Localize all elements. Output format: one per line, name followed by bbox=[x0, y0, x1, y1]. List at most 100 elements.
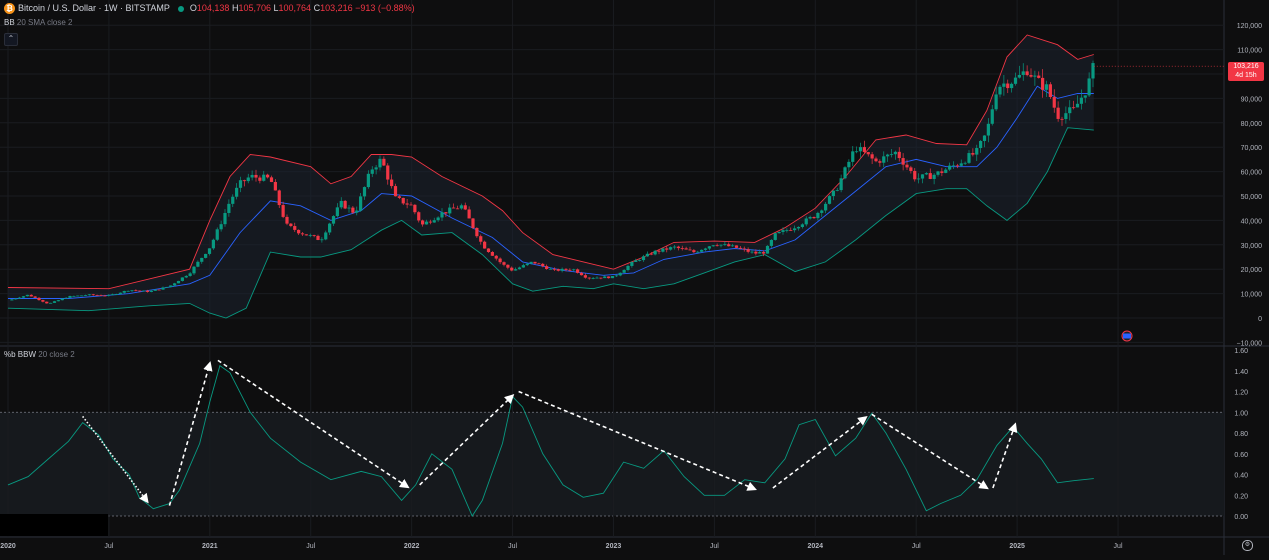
candle-body bbox=[541, 263, 545, 267]
candle-body bbox=[928, 173, 932, 179]
candle-body bbox=[626, 265, 630, 271]
candle-body bbox=[14, 298, 18, 300]
candle-body bbox=[525, 263, 529, 266]
bb-indicator-legend[interactable]: BB 20 SMA close 2 bbox=[4, 18, 73, 27]
candle-body bbox=[959, 163, 963, 166]
time-tick-label: 2023 bbox=[606, 543, 622, 550]
candle-body bbox=[944, 169, 948, 173]
candle-body bbox=[254, 174, 258, 178]
candle-body bbox=[339, 200, 343, 208]
candle-body bbox=[548, 268, 553, 270]
bollinger-band-fill bbox=[8, 35, 1094, 318]
candle-body bbox=[304, 234, 308, 236]
candle-body bbox=[29, 294, 33, 297]
candle-body bbox=[145, 290, 150, 292]
candle-body bbox=[645, 253, 649, 257]
candle-body bbox=[889, 154, 894, 156]
candle-body bbox=[692, 250, 696, 253]
candle-body bbox=[64, 297, 68, 299]
candle-body bbox=[835, 190, 839, 191]
candle-body bbox=[967, 153, 971, 163]
candle-body bbox=[831, 190, 835, 197]
candle-body bbox=[444, 212, 448, 214]
chart-settings-icon[interactable]: ⚙ bbox=[1242, 540, 1253, 551]
candle-body bbox=[824, 203, 828, 211]
candle-body bbox=[80, 295, 84, 297]
bb-indicator-params: 20 SMA close 2 bbox=[16, 18, 73, 27]
candle-body bbox=[486, 248, 491, 253]
candle-body bbox=[1033, 75, 1037, 77]
candle-body bbox=[293, 226, 297, 230]
candle-body bbox=[455, 208, 460, 210]
candle-body bbox=[498, 258, 502, 263]
candle-body bbox=[1044, 84, 1049, 90]
candle-body bbox=[266, 174, 270, 178]
candle-body bbox=[165, 286, 169, 288]
candle-body bbox=[1006, 83, 1010, 89]
candle-body bbox=[192, 266, 196, 274]
candle-body bbox=[630, 261, 634, 266]
candle-body bbox=[393, 186, 398, 197]
candle-body bbox=[382, 158, 386, 166]
candle-body bbox=[874, 158, 878, 162]
candle-body bbox=[324, 232, 328, 240]
candle-body bbox=[1052, 97, 1056, 108]
low-value: 100,764 bbox=[278, 3, 312, 13]
candle-body bbox=[1060, 118, 1064, 120]
candle-body bbox=[169, 285, 173, 287]
candle-body bbox=[684, 248, 688, 250]
candle-body bbox=[858, 147, 863, 152]
bbw-tick-label: 1.20 bbox=[1234, 390, 1248, 397]
upper-band-line bbox=[7, 34, 1094, 290]
symbol-title[interactable]: Bitcoin / U.S. Dollar · 1W · BITSTAMP bbox=[18, 3, 170, 13]
candle-body bbox=[300, 233, 305, 235]
candle-body bbox=[246, 177, 250, 182]
bbw-tick-label: 0.20 bbox=[1234, 493, 1248, 500]
candle-body bbox=[1021, 71, 1025, 75]
candle-body bbox=[142, 290, 146, 292]
collapse-legend-button[interactable]: ⌃ bbox=[4, 33, 18, 46]
candle-body bbox=[552, 268, 556, 270]
annotation-arrow bbox=[871, 413, 989, 490]
candle-body bbox=[564, 268, 568, 270]
close-value: 103,216 bbox=[320, 3, 353, 13]
time-tick-label: 2021 bbox=[202, 543, 218, 550]
bbw-indicator-legend[interactable]: %b BBW 20 close 2 bbox=[4, 350, 75, 359]
candle-body bbox=[769, 239, 773, 246]
candle-body bbox=[506, 264, 510, 268]
candle-body bbox=[545, 266, 549, 269]
time-tick-label: Jul bbox=[1114, 543, 1123, 550]
candle-body bbox=[905, 164, 909, 168]
candle-body bbox=[1079, 97, 1083, 104]
price-tick-label: 30,000 bbox=[1241, 243, 1263, 250]
candle-body bbox=[277, 190, 281, 206]
candle-body bbox=[56, 300, 60, 302]
high-label: H bbox=[231, 3, 239, 13]
bbw-tick-label: 1.40 bbox=[1234, 369, 1248, 376]
time-tick-label: Jul bbox=[104, 543, 113, 550]
candle-body bbox=[72, 295, 76, 297]
candle-body bbox=[258, 177, 262, 181]
candle-body bbox=[622, 270, 626, 273]
price-tick-label: 20,000 bbox=[1241, 267, 1263, 274]
candle-body bbox=[68, 295, 72, 298]
candle-body bbox=[432, 220, 436, 223]
candle-body bbox=[231, 196, 235, 204]
candle-body bbox=[634, 260, 638, 262]
candle-body bbox=[1091, 63, 1095, 79]
candle-body bbox=[990, 109, 994, 124]
candle-body bbox=[262, 174, 266, 181]
candle-body bbox=[409, 204, 413, 206]
bbw-tick-label: 1.60 bbox=[1234, 348, 1248, 355]
candle-body bbox=[533, 261, 537, 264]
candle-body bbox=[502, 262, 506, 265]
annotation-arrows bbox=[82, 359, 1018, 506]
candle-body bbox=[1002, 83, 1006, 87]
candle-body bbox=[483, 241, 487, 249]
price-tick-label: 70,000 bbox=[1241, 145, 1263, 152]
candle-body bbox=[10, 299, 14, 301]
candle-body bbox=[653, 250, 657, 255]
candle-body bbox=[688, 249, 692, 251]
